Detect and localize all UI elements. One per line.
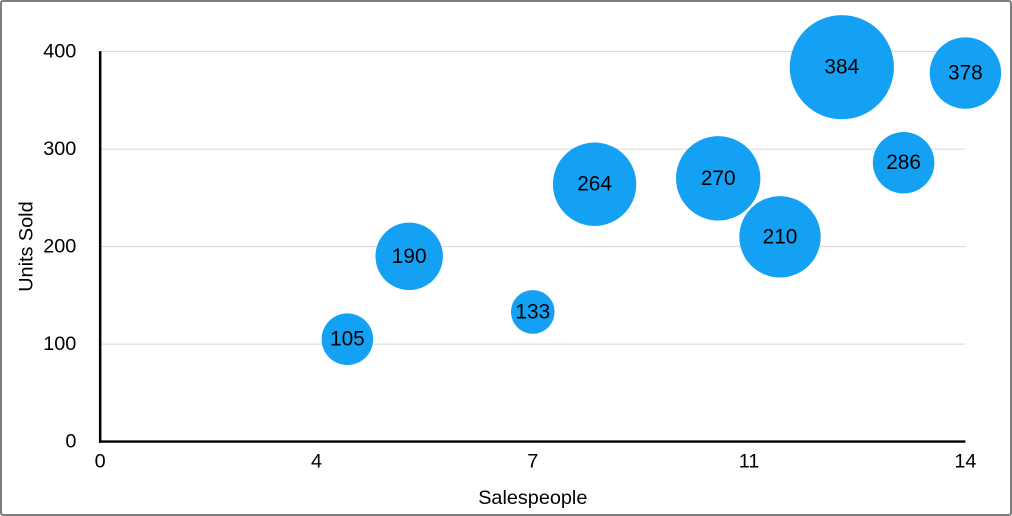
y-tick-label-200: 200 — [43, 236, 76, 258]
bubble-label-270: 270 — [701, 167, 736, 190]
y-tick-label-100: 100 — [43, 333, 76, 355]
bubble-label-210: 210 — [763, 225, 798, 248]
x-tick-label-7: 7 — [527, 450, 538, 472]
x-tick-label-4: 4 — [311, 450, 322, 472]
bubble-label-133: 133 — [515, 300, 550, 323]
bubble-270 — [676, 136, 761, 221]
bubble-378 — [929, 37, 1002, 109]
bubble-label-264: 264 — [577, 173, 612, 196]
y-tick-label-300: 300 — [43, 138, 76, 160]
y-tick-label-0: 0 — [65, 431, 76, 453]
bubble-133 — [510, 290, 555, 334]
bubble-210 — [739, 196, 821, 278]
bubble-label-384: 384 — [824, 56, 859, 79]
bubble-264 — [552, 142, 637, 226]
axes-group — [98, 51, 966, 443]
bubble-190 — [375, 222, 443, 291]
x-axis-title: Salespeople — [478, 487, 587, 509]
x-tick-label-0: 0 — [95, 450, 106, 472]
bubble-label-378: 378 — [948, 62, 983, 85]
x-tick-label-14: 14 — [954, 450, 976, 472]
bubble-label-286: 286 — [886, 151, 921, 174]
bubbles-group: 105 190 133 264 270 210 384 286 378 — [321, 15, 1002, 366]
bubble-label-190: 190 — [392, 245, 427, 268]
x-tick-label-11: 11 — [739, 450, 760, 472]
y-tick-label-400: 400 — [43, 41, 76, 63]
bubble-384 — [789, 15, 894, 120]
tick-labels-group: 0 100 200 300 400 0 4 7 11 14 — [43, 41, 976, 473]
bubble-label-105: 105 — [330, 328, 365, 351]
y-axis-title: Units Sold — [16, 201, 38, 291]
bubble-105 — [321, 313, 374, 366]
bubble-286 — [872, 131, 935, 194]
